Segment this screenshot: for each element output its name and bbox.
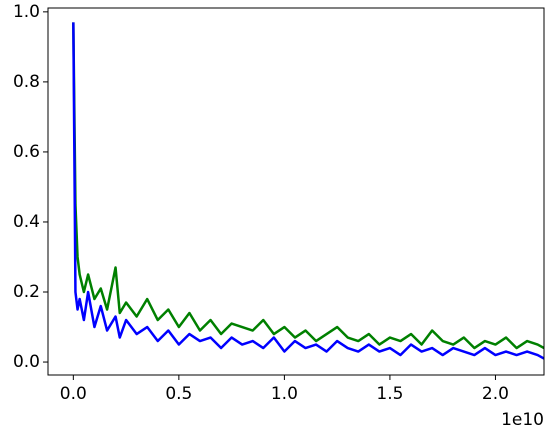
line-series xyxy=(72,22,544,360)
y-tick-label: 0.6 xyxy=(13,142,40,162)
plot-frame xyxy=(47,7,545,376)
x-tick-label: 0.5 xyxy=(165,384,192,404)
line-series xyxy=(72,22,544,350)
x-tick-label: 2.0 xyxy=(482,384,509,404)
y-tick-label: 0.0 xyxy=(13,352,40,372)
y-tick-label: 0.4 xyxy=(13,212,40,232)
y-tick-label: 0.8 xyxy=(13,72,40,92)
x-tick-label: 1.5 xyxy=(376,384,403,404)
y-tick-label: 1.0 xyxy=(13,2,40,22)
x-tick-label: 0.0 xyxy=(60,384,87,404)
x-offset-label: 1e10 xyxy=(501,410,544,430)
x-tick-label: 1.0 xyxy=(271,384,298,404)
y-tick-label: 0.2 xyxy=(13,282,40,302)
